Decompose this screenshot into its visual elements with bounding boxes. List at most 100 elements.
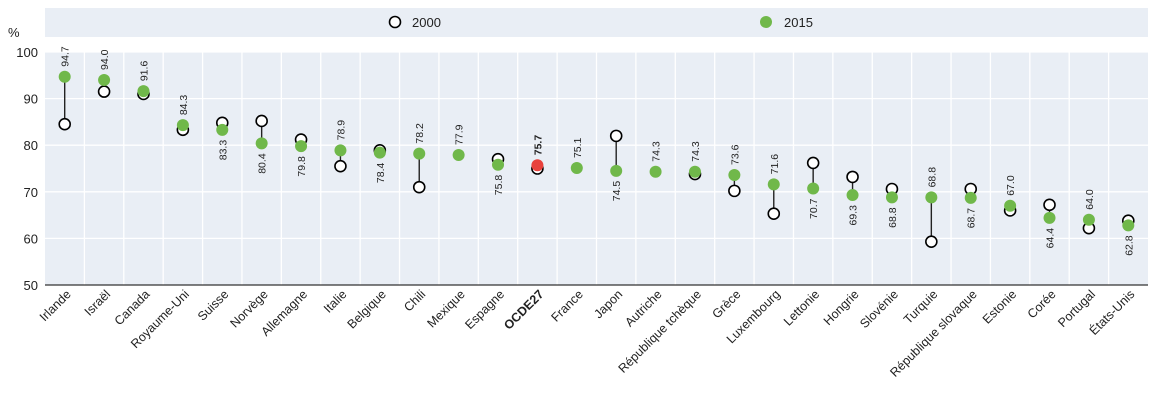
category-label: Belgique [345, 287, 389, 331]
point-2015 [137, 85, 150, 98]
category-label: Lettonie [781, 287, 822, 328]
category-label: Espagne [462, 287, 507, 332]
category-label: OCDE27 [501, 287, 546, 332]
category-label: France [549, 287, 586, 324]
y-tick-label: 70 [24, 185, 38, 200]
point-2015 [570, 162, 583, 175]
category-label: Turquie [901, 287, 941, 327]
point-2000 [767, 207, 781, 221]
category-label: Estonie [980, 287, 1019, 326]
point-2015 [176, 119, 189, 132]
data-label: 71.6 [769, 154, 781, 175]
data-label: 83.3 [217, 140, 229, 161]
data-label: 74.3 [651, 141, 663, 162]
point-2000 [846, 170, 859, 184]
point-2000 [58, 117, 71, 131]
point-2015 [1082, 213, 1095, 226]
data-label: 73.6 [729, 144, 741, 165]
point-2015 [492, 158, 505, 171]
data-label: 79.8 [296, 156, 308, 177]
data-label: 75.8 [493, 175, 505, 196]
point-2015 [767, 178, 780, 191]
point-2000 [609, 129, 623, 143]
point-2015 [846, 189, 859, 202]
point-2000 [412, 180, 426, 194]
point-2015 [531, 159, 544, 172]
point-2015 [610, 164, 623, 177]
data-label: 68.7 [966, 208, 978, 229]
y-tick-label: 60 [24, 231, 38, 246]
category-label: Chili [401, 287, 428, 314]
point-2000 [925, 235, 938, 248]
data-label: 67.0 [1005, 175, 1017, 196]
data-label: 68.8 [926, 167, 938, 188]
y-tick-label: 50 [24, 278, 38, 293]
legend-marker-2015 [760, 16, 772, 28]
y-tick-label: 90 [24, 92, 38, 107]
point-2015 [373, 146, 386, 159]
point-2015 [728, 169, 741, 182]
data-label: 78.4 [375, 162, 387, 183]
data-label: 70.7 [808, 198, 820, 219]
data-label: 94.0 [99, 49, 111, 70]
data-label: 74.3 [690, 141, 702, 162]
point-2015 [413, 147, 426, 160]
data-label: 64.0 [1084, 189, 1096, 210]
data-label: 77.9 [454, 124, 466, 145]
category-label: Slovénie [857, 287, 901, 331]
data-label: 78.9 [335, 120, 347, 141]
point-2000 [334, 159, 347, 173]
data-label: 80.4 [257, 153, 269, 174]
category-label: Israël [82, 287, 114, 319]
point-2000 [1043, 198, 1056, 212]
legend-label-2000: 2000 [412, 15, 441, 30]
point-2015 [216, 123, 229, 136]
data-label: 64.4 [1045, 228, 1057, 249]
data-label: 75.1 [572, 137, 584, 158]
data-label: 75.7 [532, 135, 544, 156]
point-2015 [649, 165, 662, 178]
y-axis: 50 60 70 80 90 100 [16, 45, 1148, 293]
y-axis-label: % [8, 25, 20, 40]
data-label: 62.8 [1123, 235, 1135, 256]
point-2015 [807, 182, 820, 195]
point-2015 [1043, 211, 1056, 224]
category-label: Irlande [37, 287, 74, 324]
legend: 2000 2015 [388, 15, 813, 30]
category-label: Italie [321, 287, 350, 316]
legend-label-2015: 2015 [784, 15, 813, 30]
category-label: Japon [591, 287, 625, 321]
point-2015 [98, 73, 111, 86]
category-label: Grèce [710, 287, 744, 321]
point-2015 [58, 70, 71, 83]
point-2015 [255, 137, 268, 150]
category-label: Mexique [424, 287, 467, 330]
data-label: 74.5 [611, 181, 623, 202]
point-2000 [255, 114, 268, 128]
category-label: Hongrie [821, 287, 862, 328]
category-label: Corée [1025, 287, 1059, 321]
y-tick-label: 100 [16, 45, 38, 60]
point-2015 [1122, 219, 1135, 232]
point-2015 [688, 165, 701, 178]
y-tick-label: 80 [24, 138, 38, 153]
point-2015 [295, 140, 308, 153]
data-label: 68.8 [887, 207, 899, 228]
point-2000 [728, 184, 741, 198]
data-label: 91.6 [138, 61, 150, 82]
point-2015 [334, 144, 347, 157]
data-label: 69.3 [848, 205, 860, 226]
data-label: 78.2 [414, 123, 426, 144]
point-2015 [925, 191, 938, 204]
data-label: 84.3 [178, 95, 190, 116]
legend-marker-2000 [388, 15, 402, 29]
point-2015 [1004, 199, 1017, 212]
legend-band [45, 8, 1148, 37]
point-2015 [964, 191, 977, 204]
gridlines [45, 51, 1148, 285]
point-2015 [885, 191, 898, 204]
point-2000 [97, 85, 111, 98]
chart-marks: 94.7 94.0 91.6 84.3 83.3 80.4 79.8 78.9 78.4 78.2… [58, 46, 1135, 256]
